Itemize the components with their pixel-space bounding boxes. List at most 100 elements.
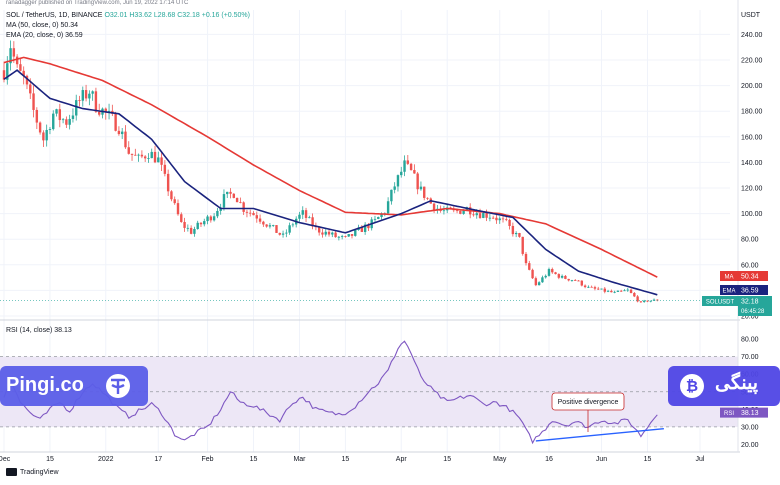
watermark-banner: ₿ xyxy=(0,366,780,406)
candle-body xyxy=(65,119,68,125)
divergence-trendline xyxy=(535,427,664,442)
candle-body xyxy=(583,285,587,288)
candle-body xyxy=(419,186,423,190)
rsi-y-tick: 30.00 xyxy=(741,424,759,431)
tradingview-logo: TradingView xyxy=(20,469,59,476)
candle-body xyxy=(48,129,52,130)
candle-body xyxy=(541,277,544,283)
candle-body xyxy=(528,263,531,270)
candle-body xyxy=(114,113,117,131)
candle-body xyxy=(610,290,613,293)
candle-body xyxy=(560,275,564,278)
candle-body xyxy=(570,280,574,281)
candle-body xyxy=(301,210,304,215)
candle-body xyxy=(127,147,130,154)
y-tick-label: 60.00 xyxy=(741,262,759,269)
y-tick-label: 240.00 xyxy=(741,32,763,39)
candle-body xyxy=(514,233,518,235)
candle-body xyxy=(656,299,659,301)
candle-body xyxy=(606,290,610,292)
candle-body xyxy=(258,218,262,222)
y-tick-label: 160.00 xyxy=(741,134,763,141)
candle-body xyxy=(324,231,327,235)
candle-body xyxy=(393,186,396,190)
candle-body xyxy=(600,288,603,290)
candle-body xyxy=(193,228,196,234)
candle-body xyxy=(268,225,272,227)
candle-body xyxy=(334,232,337,238)
rsi-y-tick: 80.00 xyxy=(741,337,759,344)
candle-body xyxy=(226,191,229,195)
candle-body xyxy=(160,157,163,165)
candle-body xyxy=(623,290,626,292)
candle-body xyxy=(15,56,19,65)
rsi-badge-label-box xyxy=(720,407,738,418)
candle-body xyxy=(531,269,534,279)
rsi-y-tick: 20.00 xyxy=(741,442,759,449)
candle-body xyxy=(406,160,410,164)
candle-body xyxy=(124,131,127,148)
ma-badge-value-box xyxy=(738,271,768,281)
x-tick-label: Apr xyxy=(396,456,408,463)
rsi-badge-value-box xyxy=(738,407,768,418)
tradingview-logo-icon xyxy=(6,468,17,476)
candle-body xyxy=(239,202,242,203)
candle-body xyxy=(511,225,515,235)
candle-body xyxy=(130,153,134,155)
candle-body xyxy=(308,217,311,219)
candle-body xyxy=(153,151,157,163)
candle-body xyxy=(603,288,606,292)
candle-body xyxy=(597,288,600,290)
candle-body xyxy=(317,227,321,233)
candle-body xyxy=(521,236,524,254)
candle-body xyxy=(400,171,403,176)
axes: Dec 15 2022 17 Feb 15 Mar 15 Apr 15 May 16 Jun 15 Jul 2… xyxy=(0,0,763,476)
candle-body xyxy=(45,129,48,141)
candle-body xyxy=(55,109,58,114)
candle-body xyxy=(134,154,137,156)
candle-body xyxy=(508,219,511,226)
candle-body xyxy=(288,225,291,233)
candle-body xyxy=(196,222,199,229)
candle-body xyxy=(176,203,180,215)
candle-body xyxy=(285,232,288,234)
symbol-header: SOL / TetherUS, 1D, BINANCE O32.01 H33.6… xyxy=(6,12,250,19)
ema-badge-value: 36.59 xyxy=(741,288,759,295)
candle-body xyxy=(52,113,55,130)
candle-body xyxy=(495,217,498,221)
candle-body xyxy=(61,119,65,121)
candle-body xyxy=(491,217,495,219)
candle-body xyxy=(104,108,107,113)
candle-body xyxy=(265,224,268,227)
candle-body xyxy=(580,280,584,286)
ema-line xyxy=(3,69,658,296)
candle-body xyxy=(639,301,643,303)
candle-body xyxy=(377,217,380,219)
candle-body xyxy=(485,212,488,218)
candle-body xyxy=(409,163,413,171)
candle-body xyxy=(455,210,459,212)
candle-body xyxy=(649,300,652,302)
candle-body xyxy=(363,224,367,232)
candle-body xyxy=(482,212,485,218)
candle-body xyxy=(143,156,147,159)
candle-body xyxy=(163,164,167,174)
candle-body xyxy=(413,170,416,174)
candle-body xyxy=(498,218,501,221)
price-badges: MA 50.34 EMA 36.59 SOLUSDT 32.18 06:45:28 RSI 38… xyxy=(702,271,772,418)
candle-body xyxy=(252,213,255,216)
x-tick-label: 2022 xyxy=(98,456,114,463)
candle-body xyxy=(567,278,570,281)
ma-legend: MA (50, close, 0) 50.34 xyxy=(6,22,78,29)
candle-body xyxy=(587,286,590,288)
candle-body xyxy=(475,213,478,216)
candle-body xyxy=(304,210,308,218)
y-tick-label: 140.00 xyxy=(741,160,763,167)
candle-body xyxy=(426,197,429,199)
y-tick-label: 200.00 xyxy=(741,83,763,90)
candle-body xyxy=(547,269,551,276)
candle-body xyxy=(19,64,22,71)
candle-body xyxy=(593,287,597,289)
